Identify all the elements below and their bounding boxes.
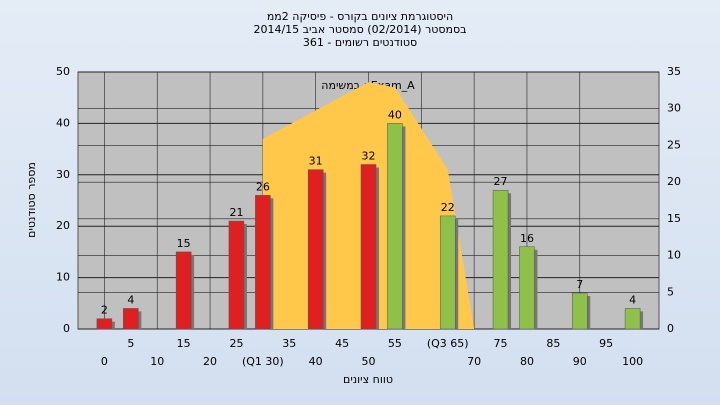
y-tick-label: 10 — [56, 271, 70, 284]
bar — [519, 246, 535, 330]
x-tick-label: 50 — [362, 355, 376, 368]
bar — [360, 164, 377, 330]
data-label: 2 — [101, 304, 108, 317]
data-label: 16 — [520, 232, 534, 245]
x-tick-label: 5 — [127, 337, 134, 350]
bar — [307, 169, 324, 330]
bar — [96, 318, 113, 330]
x-tick-label: (Q3 65) — [427, 337, 469, 350]
title-line: היסטוגרמת ציונים בקורס - פיסיקה 2ממ — [267, 10, 453, 23]
bar — [255, 195, 271, 330]
bar — [624, 308, 641, 330]
y-tick-label: 50 — [56, 65, 70, 78]
data-label: 15 — [177, 237, 191, 250]
y2-tick-label: 20 — [667, 175, 681, 188]
x-tick-label: 95 — [599, 337, 613, 350]
data-label: 4 — [629, 293, 636, 306]
data-label: 40 — [388, 108, 402, 121]
data-label: 27 — [494, 175, 508, 188]
x-tick-label: 75 — [494, 337, 508, 350]
x-tick-label: 0 — [101, 355, 108, 368]
bar — [228, 220, 245, 330]
data-label: 21 — [229, 206, 243, 219]
y-axis-label: מספר סטודנטים — [25, 162, 38, 238]
data-label: 7 — [576, 278, 583, 291]
data-label: 31 — [309, 155, 323, 168]
x-tick-label: 10 — [150, 355, 164, 368]
y2-tick-label: 5 — [667, 285, 674, 298]
x-tick-label: 35 — [282, 337, 296, 350]
y2-tick-label: 35 — [667, 65, 681, 78]
bar — [439, 215, 456, 330]
bar — [572, 292, 588, 330]
y-tick-label: 30 — [56, 168, 70, 181]
bar — [175, 251, 192, 330]
x-tick-label: 45 — [335, 337, 349, 350]
title-line: בסמסטר (02/2014) סמסטר אביב 2014/15 — [253, 23, 466, 36]
bar — [387, 123, 403, 330]
bar — [492, 189, 509, 330]
y-tick-label: 0 — [63, 322, 70, 335]
x-tick-label: 20 — [203, 355, 217, 368]
data-label: 22 — [441, 201, 455, 214]
y-tick-label: 40 — [56, 116, 70, 129]
x-axis-label: טווח ציונים — [343, 373, 393, 386]
bar — [123, 308, 139, 330]
data-label: 4 — [127, 293, 134, 306]
x-tick-label: 15 — [177, 337, 191, 350]
x-tick-label: 70 — [467, 355, 481, 368]
y2-tick-label: 25 — [667, 138, 681, 151]
x-tick-label: 25 — [229, 337, 243, 350]
x-tick-label: (Q1 30) — [242, 355, 284, 368]
x-tick-label: 40 — [309, 355, 323, 368]
title-line: סטודנטים רשומים - 361 — [303, 36, 417, 49]
x-tick-label: 55 — [388, 337, 402, 350]
y2-tick-label: 10 — [667, 249, 681, 262]
x-tick-label: 90 — [573, 355, 587, 368]
x-tick-label: 80 — [520, 355, 534, 368]
data-label: 26 — [256, 180, 270, 193]
y2-tick-label: 30 — [667, 102, 681, 115]
y2-tick-label: 15 — [667, 212, 681, 225]
x-tick-label: 85 — [546, 337, 560, 350]
data-label: 32 — [362, 150, 376, 163]
x-tick-label: 100 — [622, 355, 643, 368]
y-tick-label: 20 — [56, 219, 70, 232]
y2-tick-label: 0 — [667, 322, 674, 335]
